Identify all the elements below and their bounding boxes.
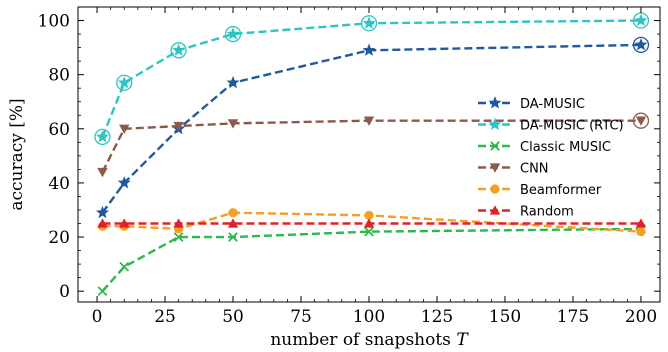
- series-line: [101, 227, 641, 292]
- legend-entry: DA-MUSIC (RTC): [478, 117, 624, 134]
- legend-entry: Beamformer: [478, 183, 602, 198]
- legend-marker: [490, 141, 500, 151]
- legend-marker: [488, 117, 502, 131]
- legend-marker: [489, 205, 501, 215]
- highlight-ring: [632, 12, 650, 29]
- y-axis-label: accuracy [%]: [7, 98, 27, 210]
- legend-entry: Classic MUSIC: [478, 140, 611, 155]
- data-point: [97, 167, 108, 178]
- highlight-ring: [116, 74, 133, 91]
- data-point: [173, 121, 184, 132]
- data-point: [119, 124, 130, 134]
- series-classic-music: [97, 224, 646, 297]
- series-da-music-rtc: [94, 12, 650, 146]
- series-line: [101, 119, 641, 173]
- legend-entry: CNN: [478, 162, 549, 177]
- x-tick-label: 175: [557, 307, 589, 327]
- data-point: [226, 75, 240, 89]
- legend-label: Classic MUSIC: [520, 140, 611, 155]
- highlight-ring: [170, 42, 187, 59]
- y-tick-label: 80: [48, 66, 70, 86]
- y-tick-label: 100: [38, 12, 70, 32]
- legend: DA-MUSIC DA-MUSIC (RTC) Classic MUSIC CNN Be…: [478, 96, 624, 220]
- y-tick-label: 20: [48, 228, 70, 248]
- highlight-ring: [360, 15, 378, 32]
- data-point: [362, 16, 376, 29]
- data-point: [634, 38, 648, 51]
- data-point: [173, 218, 184, 228]
- data-point: [635, 218, 647, 228]
- series-random: [97, 218, 647, 228]
- data-point: [362, 43, 376, 56]
- data-point: [95, 130, 109, 143]
- highlight-ring: [94, 128, 111, 146]
- legend-entry: DA-MUSIC: [478, 96, 585, 112]
- data-point: [364, 210, 374, 220]
- x-tick-label: 100: [353, 307, 385, 327]
- x-tick-label: 50: [222, 307, 244, 327]
- legend-marker: [488, 96, 502, 109]
- legend-label: Random: [520, 205, 574, 220]
- legend-marker: [490, 184, 500, 194]
- data-point: [117, 176, 131, 189]
- plot-marks: [94, 12, 650, 297]
- legend-label: DA-MUSIC (RTC): [520, 119, 624, 134]
- data-point: [228, 232, 238, 242]
- legend-marker: [489, 163, 501, 173]
- axes: 0 25 50 75 100 125 150 175 200 0 20 40 60 80 100: [38, 6, 661, 327]
- data-point: [634, 13, 648, 27]
- x-axis-label: number of snapshots T: [270, 330, 469, 350]
- data-point: [363, 116, 375, 126]
- y-tick-label: 40: [48, 174, 70, 194]
- highlight-ring: [224, 25, 242, 43]
- legend-label: DA-MUSIC: [520, 97, 585, 112]
- data-point: [97, 218, 108, 228]
- data-point: [228, 208, 238, 218]
- data-point: [172, 43, 186, 56]
- series-line: [101, 19, 641, 138]
- highlight-ring: [632, 112, 650, 129]
- data-point: [119, 261, 130, 272]
- x-tick-label: 200: [625, 307, 657, 327]
- data-point: [227, 119, 239, 129]
- x-tick-label: 75: [290, 307, 312, 327]
- series-cnn: [97, 112, 650, 178]
- data-point: [119, 218, 130, 228]
- data-point: [364, 226, 374, 237]
- y-tick-label: 60: [48, 120, 70, 140]
- x-tick-label: 125: [421, 307, 453, 327]
- x-tick-label: 150: [489, 307, 521, 327]
- data-point: [226, 27, 240, 40]
- legend-label: Beamformer: [520, 183, 602, 198]
- legend-label: CNN: [520, 162, 549, 177]
- data-point: [95, 205, 109, 219]
- data-point: [117, 75, 131, 89]
- data-point: [363, 218, 375, 228]
- data-point: [173, 232, 184, 242]
- highlight-ring: [632, 36, 650, 54]
- data-point: [636, 227, 646, 237]
- x-tick-label: 25: [154, 307, 176, 327]
- x-tick-label: 0: [92, 307, 103, 327]
- legend-entry: Random: [478, 205, 574, 220]
- data-point: [635, 116, 647, 126]
- data-point: [227, 218, 239, 228]
- y-tick-label: 0: [59, 282, 70, 302]
- data-point: [97, 286, 108, 297]
